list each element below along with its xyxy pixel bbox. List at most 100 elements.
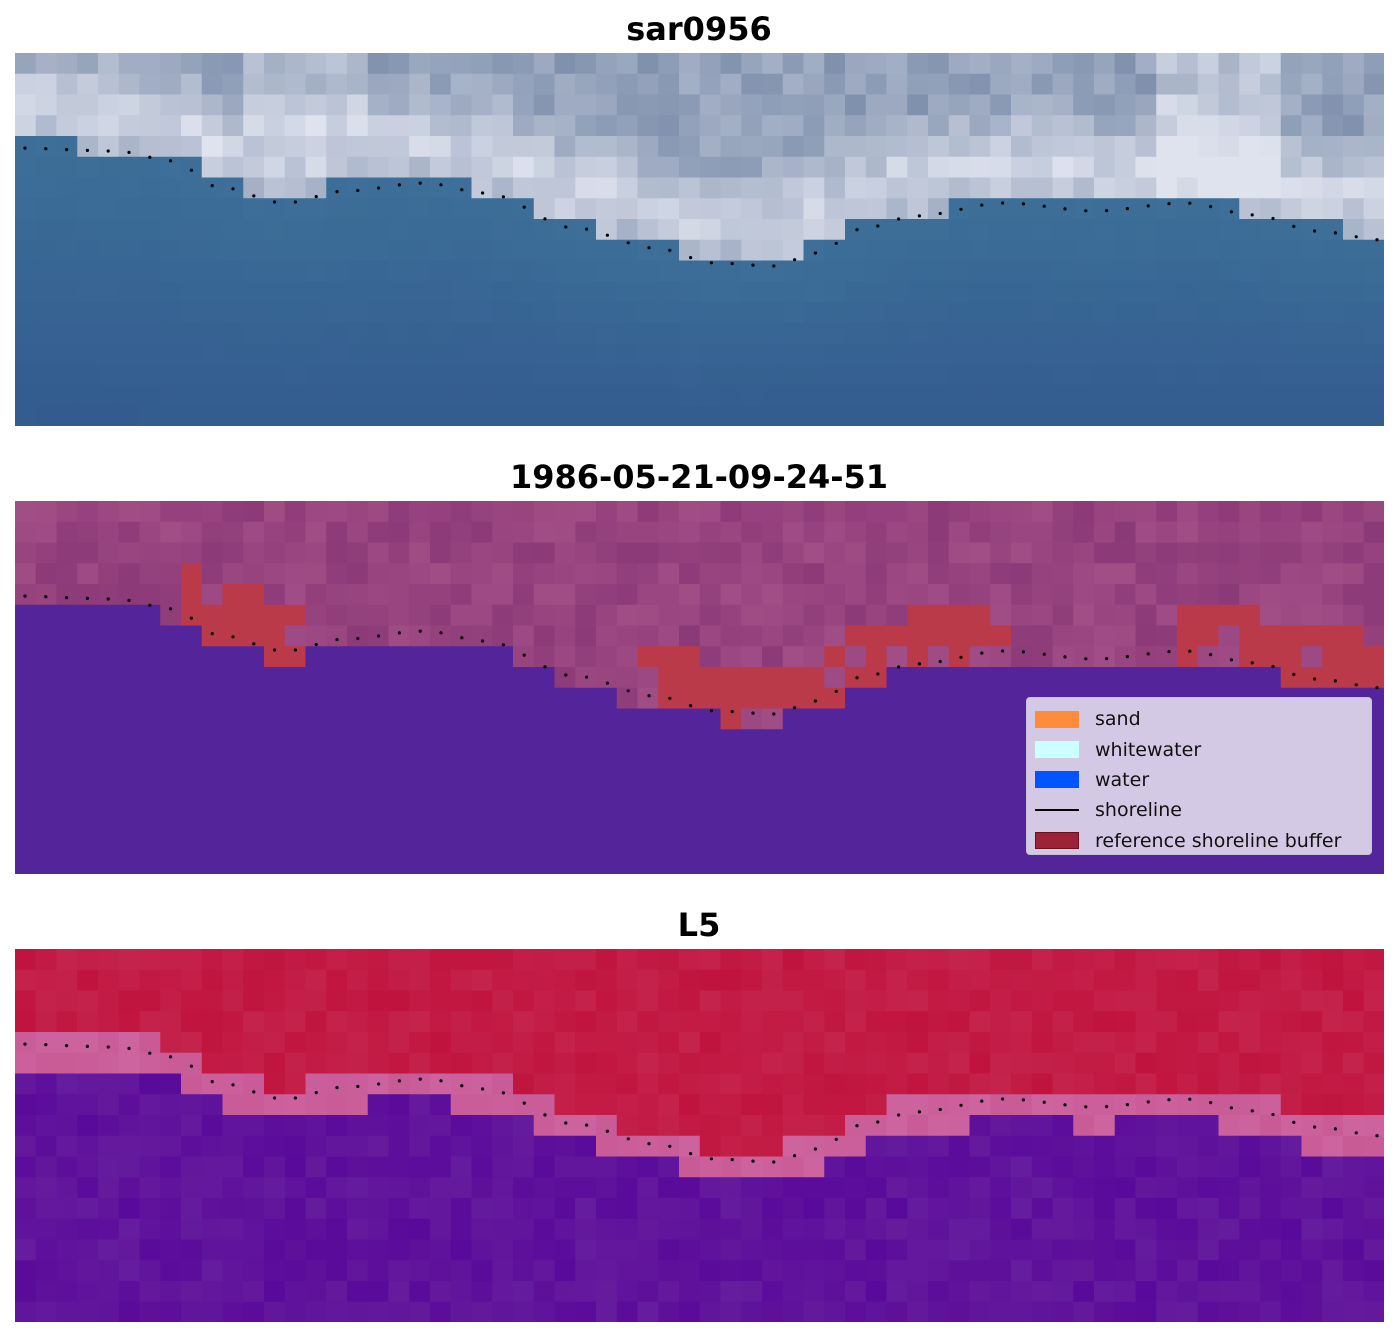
pixel-cell (990, 646, 1012, 668)
pixel-cell (1197, 73, 1220, 96)
pixel-cell (1363, 73, 1384, 96)
pixel-cell (305, 687, 327, 710)
pixel-cell (222, 73, 244, 96)
pixel-cell (471, 1115, 493, 1137)
pixel-cell (679, 156, 701, 179)
pixel-cell (284, 584, 307, 606)
pixel-cell (554, 322, 576, 345)
pixel-cell (1322, 219, 1344, 241)
pixel-cell (741, 833, 763, 855)
pixel-cell (201, 322, 224, 345)
shoreline-dot (356, 188, 360, 193)
pixel-cell (1239, 1239, 1261, 1261)
pixel-cell (533, 584, 556, 606)
pixel-cell (803, 364, 825, 386)
pixel-cell (1052, 563, 1074, 585)
pixel-cell (15, 239, 37, 262)
pixel-cell (1260, 990, 1282, 1012)
pixel-cell (492, 281, 514, 303)
pixel-cell (264, 750, 286, 772)
pixel-cell (201, 1073, 224, 1095)
pixel-cell (679, 136, 701, 158)
pixel-cell (1156, 501, 1178, 523)
pixel-cell (948, 949, 971, 971)
pixel-cell (77, 322, 99, 345)
pixel-cell (35, 302, 58, 324)
pixel-cell (56, 1281, 78, 1303)
pixel-cell (1363, 343, 1384, 365)
pixel-cell (284, 853, 307, 874)
pixel-cell (533, 501, 556, 523)
pixel-cell (243, 302, 265, 324)
pixel-cell (1031, 604, 1054, 627)
pixel-cell (1156, 94, 1178, 116)
pixel-cell (1177, 115, 1199, 137)
pixel-cell (35, 156, 58, 179)
pixel-cell (1197, 949, 1220, 971)
pixel-cell (98, 770, 120, 793)
pixel-cell (264, 708, 286, 730)
shoreline-dot (709, 1157, 714, 1161)
pixel-cell (928, 584, 950, 606)
pixel-cell (471, 1135, 493, 1158)
pixel-cell (1363, 1073, 1384, 1095)
pixel-cell (409, 853, 431, 874)
pixel-cell (326, 260, 348, 282)
pixel-cell (367, 1301, 390, 1322)
pixel-cell (928, 115, 950, 137)
pixel-cell (1011, 1260, 1033, 1282)
pixel-cell (762, 1052, 784, 1075)
pixel-cell (824, 1135, 846, 1158)
pixel-cell (1197, 343, 1220, 365)
pixel-cell (1052, 177, 1074, 199)
pixel-cell (243, 1281, 265, 1303)
pixel-cell (347, 1260, 369, 1282)
pixel-cell (222, 1135, 244, 1158)
pixel-cell (284, 729, 307, 751)
pixel-cell (720, 667, 742, 689)
pixel-cell (1073, 1073, 1095, 1095)
pixel-cell (409, 302, 431, 324)
pixel-cell (616, 219, 639, 241)
pixel-cell (160, 1239, 182, 1261)
shoreline-dot (938, 659, 942, 664)
pixel-cell (139, 708, 161, 730)
pixel-cell (305, 1156, 327, 1178)
pixel-cell (1218, 73, 1240, 96)
pixel-cell (471, 949, 493, 971)
shoreline-dot (1333, 231, 1337, 235)
pixel-cell (77, 791, 99, 813)
pixel-cell (1218, 1218, 1240, 1241)
pixel-cell (471, 687, 493, 710)
pixel-cell (305, 260, 327, 282)
pixel-cell (98, 1032, 120, 1054)
pixel-cell (824, 1281, 846, 1303)
pixel-cell (637, 1032, 659, 1054)
pixel-cell (243, 625, 265, 647)
pixel-cell (720, 322, 742, 345)
pixel-cell (948, 364, 971, 386)
pixel-cell (948, 770, 971, 793)
pixel-cell (1011, 1094, 1033, 1116)
pixel-cell (1156, 239, 1178, 262)
pixel-cell (741, 542, 763, 564)
pixel-cell (699, 833, 722, 855)
pixel-cell (409, 73, 431, 96)
pixel-cell (699, 136, 722, 158)
pixel-cell (77, 729, 99, 751)
pixel-cell (201, 625, 224, 647)
pixel-cell (1031, 177, 1054, 199)
pixel-cell (824, 1115, 846, 1137)
pixel-cell (388, 1177, 410, 1199)
pixel-cell (15, 94, 37, 116)
shoreline-dot (689, 1152, 693, 1156)
pixel-cell (533, 1052, 556, 1075)
pixel-cell (1177, 646, 1199, 668)
pixel-cell (596, 708, 618, 730)
pixel-cell (347, 563, 369, 585)
legend-label: water (1095, 768, 1150, 791)
pixel-cell (762, 1073, 784, 1095)
pixel-cell (1073, 239, 1095, 262)
pixel-cell (1135, 1301, 1157, 1322)
pixel-cell (492, 584, 514, 606)
